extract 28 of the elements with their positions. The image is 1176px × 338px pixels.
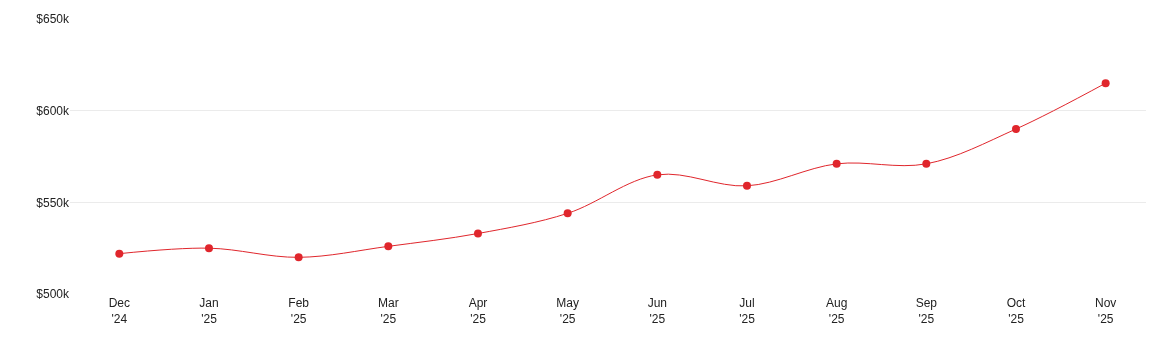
point bbox=[563, 209, 572, 218]
point bbox=[653, 170, 662, 179]
point bbox=[115, 249, 124, 258]
x-tick-label: Apr '25 bbox=[468, 296, 488, 326]
x-tick-label: Nov '25 bbox=[1094, 296, 1117, 326]
point bbox=[294, 253, 303, 262]
x-tick-label: Jan '25 bbox=[199, 296, 219, 326]
x-tick-label: Dec '24 bbox=[108, 296, 130, 326]
x-tick-label: May '25 bbox=[556, 296, 579, 326]
x-tick-label: Jul '25 bbox=[739, 296, 756, 326]
point bbox=[204, 244, 213, 253]
point bbox=[384, 242, 393, 251]
x-tick-label: Aug '25 bbox=[825, 296, 848, 326]
x-tick-label: Oct '25 bbox=[1006, 296, 1026, 326]
point bbox=[832, 159, 841, 168]
point bbox=[742, 181, 751, 190]
x-tick-label: Sep '25 bbox=[915, 296, 938, 326]
point bbox=[922, 159, 931, 168]
x-tick-label: Jun '25 bbox=[647, 296, 667, 326]
point bbox=[1011, 125, 1020, 133]
point bbox=[473, 229, 482, 238]
x-tick-label: Mar '25 bbox=[377, 296, 399, 326]
y-tick-label: $600k bbox=[36, 103, 70, 118]
x-tick-label: Feb '25 bbox=[288, 296, 310, 326]
y-tick-label: $550k bbox=[36, 195, 70, 210]
point bbox=[1101, 79, 1110, 88]
y-tick-label: $650k bbox=[36, 12, 70, 27]
y-tick-label: $500k bbox=[36, 287, 70, 302]
